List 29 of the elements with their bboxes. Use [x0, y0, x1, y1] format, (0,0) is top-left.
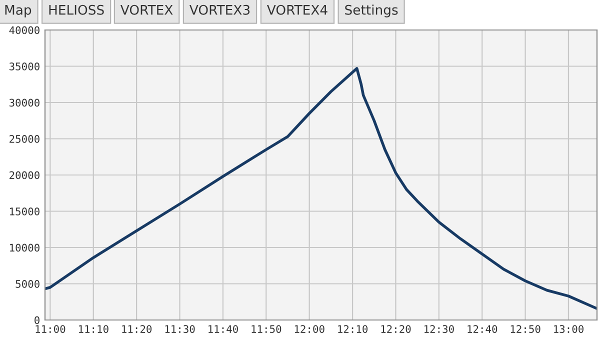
y-tick-label: 15000 — [10, 208, 40, 216]
text: VORTEX4 — [266, 4, 328, 15]
y-tick-label: 10000 — [10, 244, 40, 252]
x-tick-label: 11:20 — [122, 325, 152, 333]
y-tick-label: 20000 — [10, 171, 40, 180]
x-tick-label: 12:30 — [424, 325, 454, 333]
x-tick-label: 12:40 — [468, 325, 498, 333]
x-tick-label: 11:10 — [78, 325, 108, 333]
y-tick-label: 0 — [34, 316, 40, 324]
y-tick-label: 30000 — [9, 98, 40, 107]
x-tick-label: 12:10 — [338, 325, 368, 333]
line-series — [45, 67, 597, 310]
text: Map — [5, 5, 32, 18]
y-tick-label: 40000 — [9, 26, 40, 34]
text: VORTEX3 — [189, 4, 250, 15]
text: Settings — [345, 4, 398, 18]
y-tick-label: 35000 — [9, 62, 40, 70]
y-tick-label: 5000 — [16, 280, 40, 288]
text: HELIOSS — [49, 4, 104, 15]
x-tick-label: 11:40 — [208, 325, 238, 333]
x-tick-label: 11:00 — [36, 325, 66, 333]
y-tick-label: 25000 — [10, 135, 40, 143]
x-tick-label: 12:50 — [510, 325, 540, 333]
x-tick-label: 11:50 — [252, 325, 282, 333]
text: VORTEX — [120, 4, 173, 15]
x-tick-label: 12:00 — [294, 325, 324, 333]
x-tick-label: 12:20 — [381, 325, 411, 333]
x-tick-label: 13:00 — [554, 325, 584, 333]
x-tick-label: 11:30 — [165, 325, 195, 333]
